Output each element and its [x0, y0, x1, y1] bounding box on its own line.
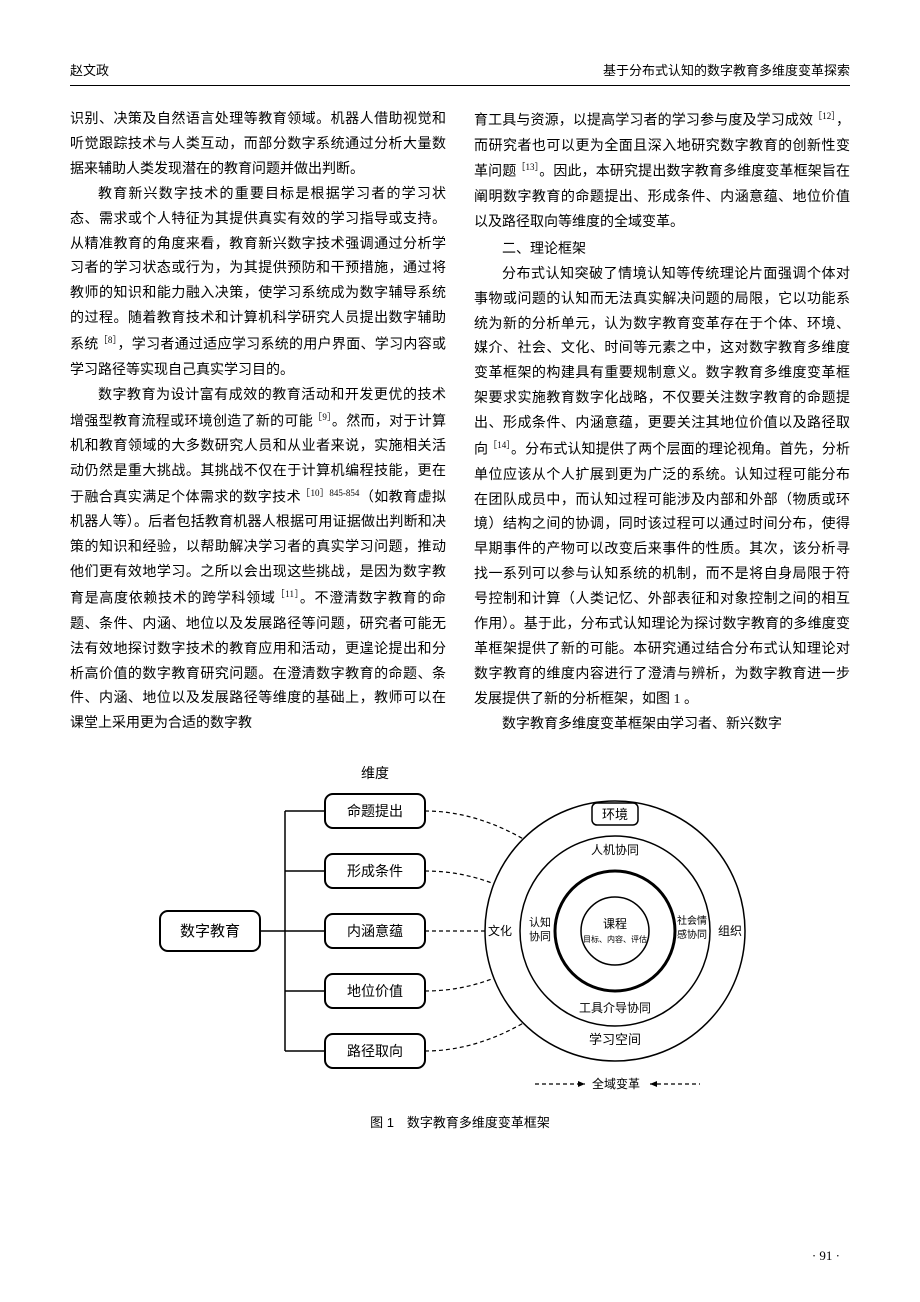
svg-text:认知: 认知: [529, 915, 551, 929]
svg-text:感协同: 感协同: [677, 928, 707, 941]
l-p2: 教育新兴数字技术的重要目标是根据学习者的学习状态、需求或个人特征为其提供真实有效…: [70, 183, 446, 384]
r-section-head: 二、理论框架: [474, 236, 850, 263]
svg-text:文化: 文化: [488, 923, 512, 938]
svg-text:全域变革: 全域变革: [592, 1076, 640, 1091]
svg-text:内涵意蕴: 内涵意蕴: [347, 923, 403, 940]
page-number: · 91 ·: [812, 1248, 840, 1264]
svg-text:环境: 环境: [602, 807, 628, 822]
text-columns: 识别、决策及自然语言处理等教育领域。机器人借助视觉和听觉跟踪技术与人类互动，而部…: [70, 108, 850, 738]
l-p3: 数字教育为设计富有成效的教育活动和开发更优的技术增强型教育流程或环境创造了新的可…: [70, 384, 446, 738]
root-label: 数字教育: [180, 923, 240, 940]
svg-text:目标、内容、评估: 目标、内容、评估: [583, 934, 647, 944]
svg-text:学习空间: 学习空间: [589, 1032, 641, 1047]
svg-text:命题提出: 命题提出: [347, 803, 403, 820]
figure-1: 数字教育 维度 命题提出 形成条件 内涵意蕴 地位价值 路径取向: [70, 756, 850, 1131]
svg-text:协同: 协同: [529, 929, 551, 943]
svg-text:人机协同: 人机协同: [591, 842, 639, 857]
figure-svg: 数字教育 维度 命题提出 形成条件 内涵意蕴 地位价值 路径取向: [140, 756, 780, 1106]
circle-system: 环境 学习空间 文化 组织 人机协同 工具介导协同 认知 协同 社会情 感协同 …: [485, 801, 745, 1061]
r-p2: 分布式认知突破了情境认知等传统理论片面强调个体对事物或问题的认知而无法真实解决问…: [474, 263, 850, 713]
svg-text:路径取向: 路径取向: [347, 1044, 403, 1060]
header-author: 赵文政: [70, 60, 109, 79]
dim-header: 维度: [361, 766, 389, 782]
dim-boxes: 命题提出 形成条件 内涵意蕴 地位价值 路径取向: [285, 794, 425, 1068]
figure-caption: 图 1 数字教育多维度变革框架: [370, 1112, 550, 1131]
svg-text:组织: 组织: [718, 924, 742, 938]
left-column: 识别、决策及自然语言处理等教育领域。机器人借助视觉和听觉跟踪技术与人类互动，而部…: [70, 108, 446, 738]
r-p1: 育工具与资源，以提高学习者的学习参与度及学习成效［12］，而研究者也可以更为全面…: [474, 108, 850, 236]
svg-text:地位价值: 地位价值: [347, 984, 403, 1000]
r-p3: 数字教育多维度变革框架由学习者、新兴数字: [474, 713, 850, 738]
svg-text:课程: 课程: [603, 916, 627, 931]
l-p1: 识别、决策及自然语言处理等教育领域。机器人借助视觉和听觉跟踪技术与人类互动，而部…: [70, 108, 446, 183]
svg-text:社会情: 社会情: [677, 914, 707, 927]
header-title: 基于分布式认知的数字教育多维度变革探索: [603, 60, 850, 79]
legend: 全域变革: [535, 1076, 700, 1091]
svg-text:工具介导协同: 工具介导协同: [579, 1000, 651, 1015]
svg-text:形成条件: 形成条件: [347, 863, 403, 880]
right-column: 育工具与资源，以提高学习者的学习参与度及学习成效［12］，而研究者也可以更为全面…: [474, 108, 850, 738]
page-header: 赵文政 基于分布式认知的数字教育多维度变革探索: [70, 60, 850, 86]
